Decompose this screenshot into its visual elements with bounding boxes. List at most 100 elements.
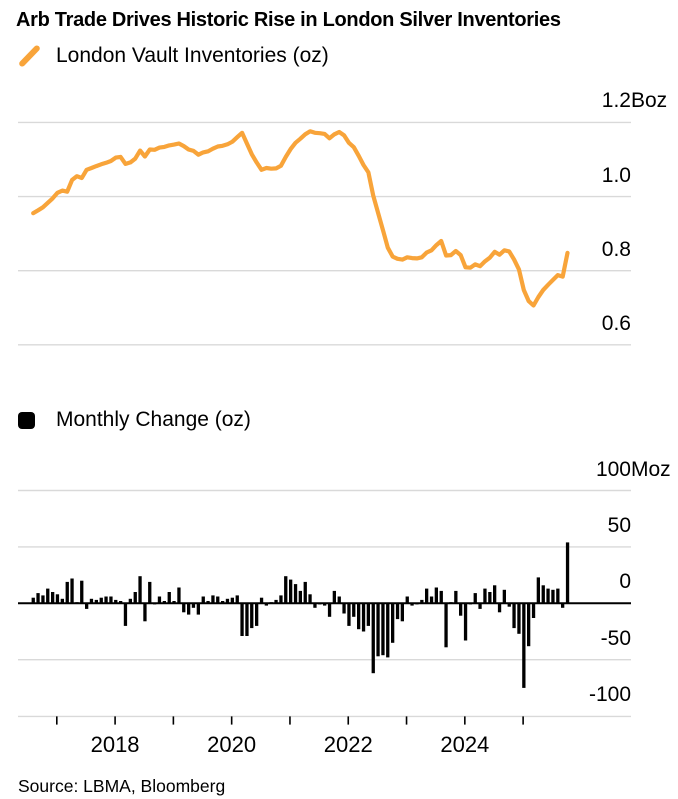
- monthly-change-bar: [342, 603, 346, 614]
- monthly-change-bar: [308, 594, 312, 604]
- monthly-change-bar: [527, 603, 531, 647]
- monthly-change-bar: [182, 603, 186, 613]
- monthly-change-bar: [313, 603, 317, 608]
- monthly-change-bar: [279, 595, 283, 604]
- monthly-change-bar: [119, 601, 123, 604]
- monthly-change-bar: [85, 603, 89, 609]
- monthly-change-bar: [109, 596, 113, 604]
- inventories-line-series: [31, 129, 570, 308]
- monthly-change-bar: [46, 588, 50, 604]
- y-axis-label: 50: [607, 513, 631, 537]
- monthly-change-bar: [536, 577, 540, 604]
- monthly-change-bar: [225, 598, 230, 604]
- monthly-change-bar: [386, 603, 390, 658]
- monthly-change-bar: [381, 603, 385, 656]
- monthly-change-bar: [517, 603, 521, 634]
- monthly-change-bar: [264, 603, 268, 606]
- monthly-change-bar: [216, 596, 220, 604]
- monthly-change-bar: [293, 584, 298, 604]
- y-axis-label: 1.2 Boz: [601, 89, 668, 113]
- bar-legend-label: Monthly Change (oz): [56, 408, 251, 431]
- monthly-change-bar: [473, 593, 477, 604]
- x-axis-label: 2024: [440, 732, 490, 757]
- monthly-change-bar: [376, 603, 380, 657]
- monthly-change-bar: [196, 603, 200, 615]
- monthly-change-bar: [561, 603, 565, 608]
- monthly-change-bar: [250, 603, 254, 629]
- monthly-change-bar: [546, 588, 550, 604]
- y-axis-label: 0.6: [601, 311, 631, 335]
- monthly-change-bar: [303, 581, 307, 604]
- monthly-change-bar: [55, 594, 60, 604]
- monthly-change-bar: [410, 603, 414, 606]
- y-axis-label: 100 Moz: [595, 457, 671, 481]
- monthly-change-bar: [497, 603, 502, 613]
- monthly-change-bar: [41, 595, 45, 604]
- monthly-change-bar: [36, 593, 40, 604]
- monthly-change-bar: [148, 581, 152, 604]
- monthly-change-bar: [274, 599, 278, 604]
- monthly-change-bar: [172, 601, 176, 604]
- monthly-change-bar: [444, 603, 448, 648]
- monthly-change-bar: [361, 603, 366, 632]
- monthly-change-bar: [143, 603, 147, 622]
- y-axis-unit-suffix: Moz: [631, 457, 671, 481]
- monthly-change-bar: [371, 603, 375, 674]
- monthly-change-bar: [94, 599, 98, 604]
- bar-series-legend: Monthly Change (oz): [18, 406, 251, 434]
- monthly-change-bar: [211, 595, 215, 604]
- monthly-change-bar: [502, 589, 506, 604]
- monthly-change-bar: [123, 603, 128, 626]
- monthly-change-bar: [551, 589, 555, 604]
- monthly-change-bar: [541, 585, 545, 604]
- monthly-change-bar: [157, 596, 162, 604]
- y-axis-label: -100: [588, 683, 631, 707]
- monthly-change-bar: [289, 579, 293, 604]
- monthly-change-bar: [556, 588, 560, 604]
- monthly-change-bar: [70, 578, 74, 604]
- monthly-change-bar: [478, 603, 482, 609]
- monthly-change-bar: [138, 576, 142, 604]
- monthly-change-bar: [60, 598, 64, 604]
- monthly-change-bar: [425, 588, 429, 604]
- monthly-change-bar: [565, 542, 570, 604]
- line-legend-label: London Vault Inventories (oz): [56, 44, 329, 67]
- monthly-change-bar: [522, 603, 526, 688]
- chart-title: Arb Trade Drives Historic Rise in London…: [16, 9, 561, 31]
- monthly-change-bar: [420, 599, 424, 604]
- monthly-change-bar: [221, 601, 225, 604]
- x-axis-label: 2022: [323, 732, 373, 757]
- monthly-change-bar: [488, 592, 492, 604]
- monthly-change-bar: [391, 603, 395, 643]
- monthly-change-bar: [259, 597, 264, 604]
- monthly-change-bar: [395, 603, 400, 620]
- monthly-change-bar: [167, 592, 171, 604]
- monthly-change-bar: [405, 596, 409, 604]
- source-note: Source: LBMA, Bloomberg: [18, 776, 226, 796]
- monthly-change-bar: [245, 603, 249, 636]
- monthly-change-bar: [51, 592, 55, 604]
- monthly-change-bar: [463, 603, 468, 641]
- monthly-change-bar: [429, 596, 434, 604]
- monthly-change-bar: [187, 603, 191, 615]
- y-axis-label: 0: [619, 570, 631, 594]
- monthly-change-bar: [323, 603, 327, 606]
- y-axis-label: 1.0: [601, 163, 631, 187]
- monthly-change-bar: [128, 598, 132, 604]
- y-axis-label: 0.8: [601, 237, 631, 261]
- monthly-change-bar: [400, 603, 404, 622]
- monthly-change-bar: [89, 598, 94, 604]
- monthly-change-bar: [332, 590, 336, 604]
- monthly-change-bar: [483, 588, 487, 604]
- monthly-change-bar: [298, 590, 302, 604]
- monthly-change-bar: [347, 603, 351, 626]
- monthly-change-bar: [177, 587, 181, 604]
- monthly-change-bar: [434, 587, 438, 604]
- monthly-change-bar: [65, 581, 69, 604]
- monthly-change-bar: [284, 576, 288, 604]
- monthly-change-bar: [235, 595, 239, 604]
- monthly-change-bar: [206, 601, 210, 604]
- monthly-change-bar: [240, 603, 244, 636]
